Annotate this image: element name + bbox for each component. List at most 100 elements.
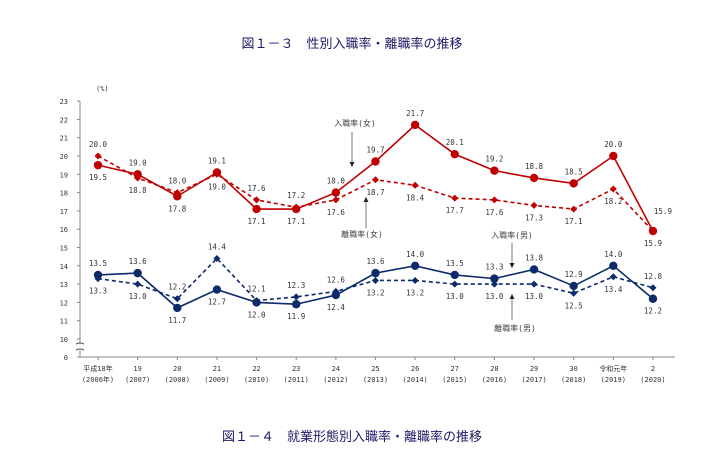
data-point [529,173,539,183]
axis-break-gap [76,344,84,350]
data-point [609,151,618,161]
x-tick-label: 22 [252,365,260,373]
data-label: 17.6 [485,208,504,217]
data-label: 19.5 [89,173,107,182]
data-label: 13.6 [129,257,148,266]
data-label: 12.2 [644,307,662,316]
data-label: 15.9 [654,207,672,216]
data-point [94,152,102,160]
x-tick-label: 21 [213,365,221,373]
data-label: 12.1 [248,285,266,294]
data-point [133,268,142,278]
data-label: 13.3 [89,287,107,296]
data-point [134,174,142,182]
data-point [490,274,499,283]
data-label: 13.0 [525,292,544,301]
data-point [253,297,261,305]
data-point [570,289,578,297]
x-tick-sublabel: (2006年) [82,375,114,384]
data-label: 14.4 [208,242,227,251]
x-tick-label: 平成18年 [83,364,112,373]
x-tick-label: 23 [292,365,300,373]
x-tick-label: 29 [530,365,538,373]
data-label: 13.5 [446,259,464,268]
arrow-head-icon [363,197,369,202]
y-tick-label: 15 [60,245,68,253]
data-point [451,280,459,288]
x-tick-sublabel: (2015) [442,376,467,384]
data-label: 21.7 [406,109,424,118]
data-label: 18.8 [129,186,148,195]
arrow-head-icon [509,263,515,268]
data-label: 18.0 [327,177,346,186]
data-label: 19.2 [485,155,503,164]
data-label: 19.7 [366,145,384,154]
data-label: 20.0 [89,140,108,149]
data-label: 13.0 [129,292,148,301]
data-point [94,275,102,283]
y-tick-label: 0 [64,354,68,362]
data-point [570,205,578,213]
data-point [648,294,658,303]
x-tick-label: 24 [332,365,340,373]
data-label: 12.5 [565,301,583,310]
data-point [569,281,578,291]
x-tick-label: 27 [451,365,459,373]
data-label: 13.2 [366,288,384,297]
data-point [649,284,657,292]
data-point [292,203,300,211]
y-tick-label: 10 [60,336,68,344]
data-label: 12.2 [168,283,186,292]
data-label: 13.5 [89,259,107,268]
x-tick-label: 19 [133,365,141,373]
data-point [371,157,380,166]
data-point [93,160,103,170]
data-point [371,276,379,284]
data-point [173,303,182,313]
data-point [529,265,539,274]
data-label: 17.6 [327,208,346,217]
data-label: 12.7 [208,298,226,307]
y-tick-label: 18 [60,190,68,198]
data-label: 14.0 [406,250,425,259]
data-point [253,196,261,204]
data-label: 17.1 [248,217,266,226]
y-tick-label: 19 [60,171,68,179]
x-tick-sublabel: (2016) [482,376,507,384]
data-point [173,189,181,197]
data-label: 13.2 [406,288,424,297]
y-tick-label: 20 [60,153,68,161]
x-tick-sublabel: (2007) [125,376,150,384]
data-label: 13.3 [485,263,503,272]
annotation-label: 入職率(女) [334,118,376,128]
data-point [569,179,578,188]
data-point [213,170,221,178]
data-point [609,185,617,193]
line-chart: 0 10 11 12 13 14 15 16 17 18 19 20 21 22 23 (%) 平成18年 (20… [60,85,675,384]
data-point [292,300,301,309]
data-point [332,196,340,204]
arrow-head-icon [509,294,515,299]
data-label: 20.0 [604,140,623,149]
data-point [213,254,221,262]
data-label: 18.5 [565,167,583,176]
x-tick-sublabel: (2008) [165,376,190,384]
data-label: 12.9 [565,270,583,279]
data-label: 18.7 [366,188,384,197]
annotation-label: 離職率(男) [494,323,536,333]
x-tick-sublabel: (2020) [640,376,665,384]
figure-title: 図１－３ 性別入職率・離職率の推移 [241,37,463,52]
data-label: 18.0 [168,177,187,186]
x-tick-label: 20 [173,365,181,373]
data-label: 15.9 [644,239,662,248]
x-tick-label: 2 [651,365,655,373]
annotation-label: 入職率(男) [491,230,533,240]
data-label: 13.6 [366,257,385,266]
data-point [490,280,498,288]
x-tick-sublabel: (2010) [244,376,269,384]
annotation-label: 離職率(女) [341,229,383,239]
data-point [530,201,538,209]
data-point [212,285,222,294]
data-point [292,293,300,301]
data-label: 19.0 [208,182,227,191]
